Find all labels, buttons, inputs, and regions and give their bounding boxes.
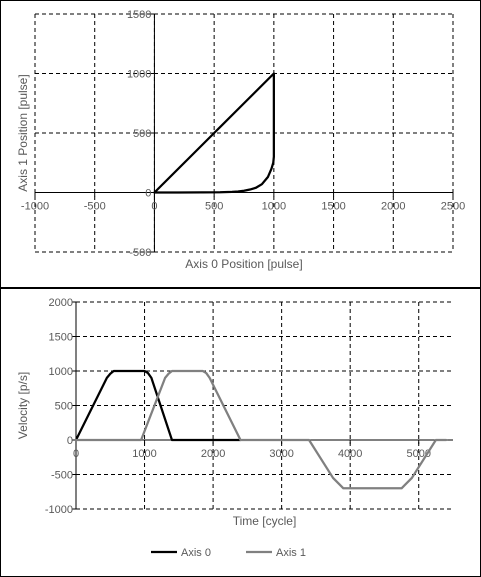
y-tick-label-2: 0 <box>67 435 73 447</box>
y-tick-label-3: 1000 <box>127 69 151 81</box>
x-tick-label-0: 0 <box>73 448 79 460</box>
y-tick-label-0: -1000 <box>45 504 73 516</box>
x-axis-label: Axis 0 Position [pulse] <box>185 257 302 271</box>
y-tick-label-4: 1500 <box>127 9 151 21</box>
y-tick-label-1: -500 <box>51 470 73 482</box>
x-tick-label-3: 500 <box>205 201 223 213</box>
x-tick-label-4: 4000 <box>338 448 362 460</box>
y-tick-label-3: 500 <box>55 401 73 413</box>
y-tick-label-1: 0 <box>145 188 151 200</box>
y-tick-label-2: 500 <box>133 128 151 140</box>
x-tick-label-0: -1000 <box>21 201 49 213</box>
y-axis-label: Velocity [p/s] <box>16 372 30 439</box>
velocity-chart: 0 1000 2000 3000 4000 5000-1000-5000500100015… <box>16 297 453 559</box>
x-axis-label: Time [cycle] <box>233 514 297 528</box>
y-tick-label-0: -500 <box>129 247 151 259</box>
x-tick-label-5: 1500 <box>321 201 345 213</box>
x-tick-label-1: 1000 <box>132 448 156 460</box>
legend-label-1: Axis 1 <box>276 547 306 559</box>
y-axis-label: Axis 1 Position [pulse] <box>16 74 30 191</box>
x-tick-label-4: 1000 <box>262 201 286 213</box>
chart-top-frame <box>0 0 481 288</box>
series-line-axis-0 <box>74 369 242 442</box>
x-tick-label-2: 0 <box>151 201 157 213</box>
legend-label-0: Axis 0 <box>181 547 211 559</box>
y-tick-label-4: 1000 <box>49 366 73 378</box>
y-tick-label-6: 2000 <box>49 297 73 309</box>
series-line-0 <box>153 72 275 194</box>
series-line-axis-1 <box>74 369 448 490</box>
x-tick-label-7: 2500 <box>441 201 465 213</box>
x-tick-label-6: 2000 <box>381 201 405 213</box>
x-tick-label-2: 2000 <box>201 448 225 460</box>
x-tick-label-1: -500 <box>84 201 106 213</box>
x-tick-label-3: 3000 <box>269 448 293 460</box>
position-chart: -1000 -500 0 500 1000 1500 2000 2500 -500 0 500 100… <box>16 9 465 271</box>
y-tick-label-5: 1500 <box>49 332 73 344</box>
